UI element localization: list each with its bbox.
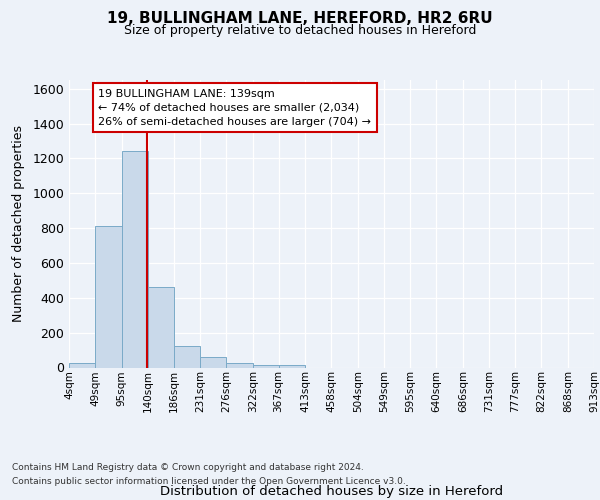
Bar xyxy=(95,226,122,368)
Text: 19, BULLINGHAM LANE, HEREFORD, HR2 6RU: 19, BULLINGHAM LANE, HEREFORD, HR2 6RU xyxy=(107,11,493,26)
Bar xyxy=(122,150,148,368)
Bar xyxy=(226,362,253,368)
Bar xyxy=(278,366,305,368)
Bar xyxy=(148,288,174,368)
Text: Size of property relative to detached houses in Hereford: Size of property relative to detached ho… xyxy=(124,24,476,37)
Text: 19 BULLINGHAM LANE: 139sqm
← 74% of detached houses are smaller (2,034)
26% of s: 19 BULLINGHAM LANE: 139sqm ← 74% of deta… xyxy=(98,88,371,126)
Bar xyxy=(253,365,278,368)
Bar xyxy=(174,346,200,368)
Text: Contains HM Land Registry data © Crown copyright and database right 2024.: Contains HM Land Registry data © Crown c… xyxy=(12,464,364,472)
Text: Contains public sector information licensed under the Open Government Licence v3: Contains public sector information licen… xyxy=(12,477,406,486)
Bar xyxy=(69,363,95,368)
Bar xyxy=(200,357,226,368)
X-axis label: Distribution of detached houses by size in Hereford: Distribution of detached houses by size … xyxy=(160,484,503,498)
Y-axis label: Number of detached properties: Number of detached properties xyxy=(13,125,25,322)
